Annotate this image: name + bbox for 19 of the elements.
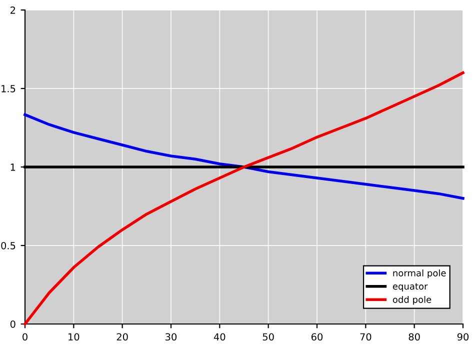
x-tick-label: 70 <box>360 333 372 341</box>
x-tick-label: 0 <box>22 333 28 341</box>
x-tick-label: 40 <box>214 333 226 341</box>
x-tick-label: 30 <box>166 333 177 341</box>
line-series <box>24 113 464 200</box>
x-tick-label: 60 <box>311 333 323 341</box>
legend-label: equator <box>392 283 428 292</box>
x-tick-label: 90 <box>457 333 469 341</box>
x-tick-label: 10 <box>68 333 80 341</box>
x-tick-label: 80 <box>408 333 420 341</box>
x-tick-label: 50 <box>262 333 274 341</box>
legend-label: odd pole <box>392 296 432 305</box>
y-tick-label: 1.5 <box>2 85 16 92</box>
y-tick-label: 1 <box>10 164 16 171</box>
x-tick-label: 20 <box>116 333 128 341</box>
y-tick-label: 0.5 <box>1 242 16 250</box>
legend-label: normal pole <box>393 269 446 278</box>
y-tick-label: 2 <box>10 6 15 14</box>
y-tick-label: 0 <box>10 320 16 328</box>
